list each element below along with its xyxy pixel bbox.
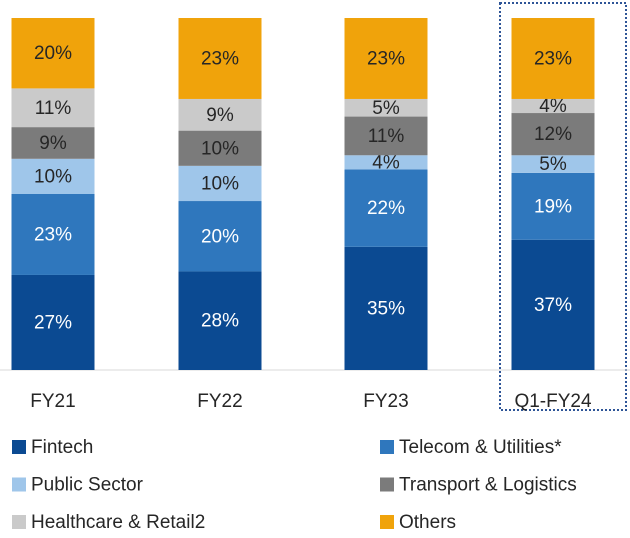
value-label: 10% — [34, 166, 72, 187]
value-label: 19% — [534, 196, 572, 217]
bar-segment — [511, 155, 595, 173]
value-label: 5% — [539, 154, 567, 175]
bar-segment — [178, 98, 262, 131]
value-label: 12% — [534, 124, 572, 145]
value-label: 5% — [372, 98, 400, 119]
bar-segment — [344, 155, 428, 170]
bar-segment — [344, 18, 428, 99]
bar-segment — [11, 88, 95, 128]
legend-label: Healthcare & Retail2 — [31, 512, 205, 533]
legend-label: Public Sector — [31, 475, 144, 496]
highlight-box — [499, 2, 627, 411]
legend-swatch — [12, 515, 26, 529]
value-label: 10% — [201, 173, 239, 194]
value-label: 11% — [368, 126, 405, 147]
bar-segment — [11, 18, 95, 89]
bar-segment — [511, 98, 595, 114]
x-tick-label: FY21 — [30, 391, 75, 412]
legend-swatch — [12, 477, 26, 492]
legend-label: Fintech — [31, 437, 93, 458]
value-label: 10% — [201, 138, 239, 159]
legend-swatch — [380, 440, 394, 454]
value-label: 9% — [39, 133, 67, 154]
bar-segment — [11, 158, 95, 194]
value-label: 4% — [539, 96, 567, 117]
value-label: 20% — [34, 43, 72, 64]
bar-segment — [11, 194, 95, 275]
bar-segment — [511, 239, 595, 370]
bar-segment — [178, 18, 262, 99]
bar-segment — [344, 98, 428, 117]
bar-segment — [344, 246, 428, 370]
value-label: 22% — [367, 198, 405, 219]
value-label: 9% — [206, 105, 234, 126]
bar-segment — [11, 127, 95, 159]
bar-segment — [178, 271, 262, 370]
value-label: 28% — [201, 311, 239, 332]
value-label: 20% — [201, 226, 239, 247]
legend-label: Telecom & Utilities* — [399, 437, 562, 458]
bar-segment — [178, 201, 262, 272]
legend-label: Others — [399, 512, 456, 533]
bar-segment — [344, 116, 428, 156]
bar-segment — [511, 113, 595, 156]
value-label: 23% — [367, 48, 405, 69]
x-tick-label: FY23 — [363, 391, 408, 412]
legend-label: Transport & Logistics — [399, 475, 577, 496]
bar-segment — [11, 274, 95, 370]
value-label: 27% — [34, 312, 72, 333]
value-label: 23% — [534, 48, 572, 69]
value-label: 11% — [35, 98, 72, 119]
bar-segment — [511, 18, 595, 99]
legend-swatch — [12, 440, 26, 454]
value-label: 35% — [367, 298, 405, 319]
value-label: 37% — [534, 295, 572, 316]
value-label: 23% — [201, 48, 239, 69]
bar-segment — [178, 130, 262, 166]
value-label: 4% — [372, 152, 400, 173]
bar-segment — [178, 165, 262, 202]
x-tick-label: Q1-FY24 — [514, 391, 592, 412]
legend-swatch — [380, 477, 394, 492]
legend-swatch — [380, 515, 394, 529]
bar-segment — [511, 172, 595, 240]
bar-segment — [344, 169, 428, 247]
x-tick-label: FY22 — [197, 391, 242, 412]
value-label: 23% — [34, 224, 72, 245]
